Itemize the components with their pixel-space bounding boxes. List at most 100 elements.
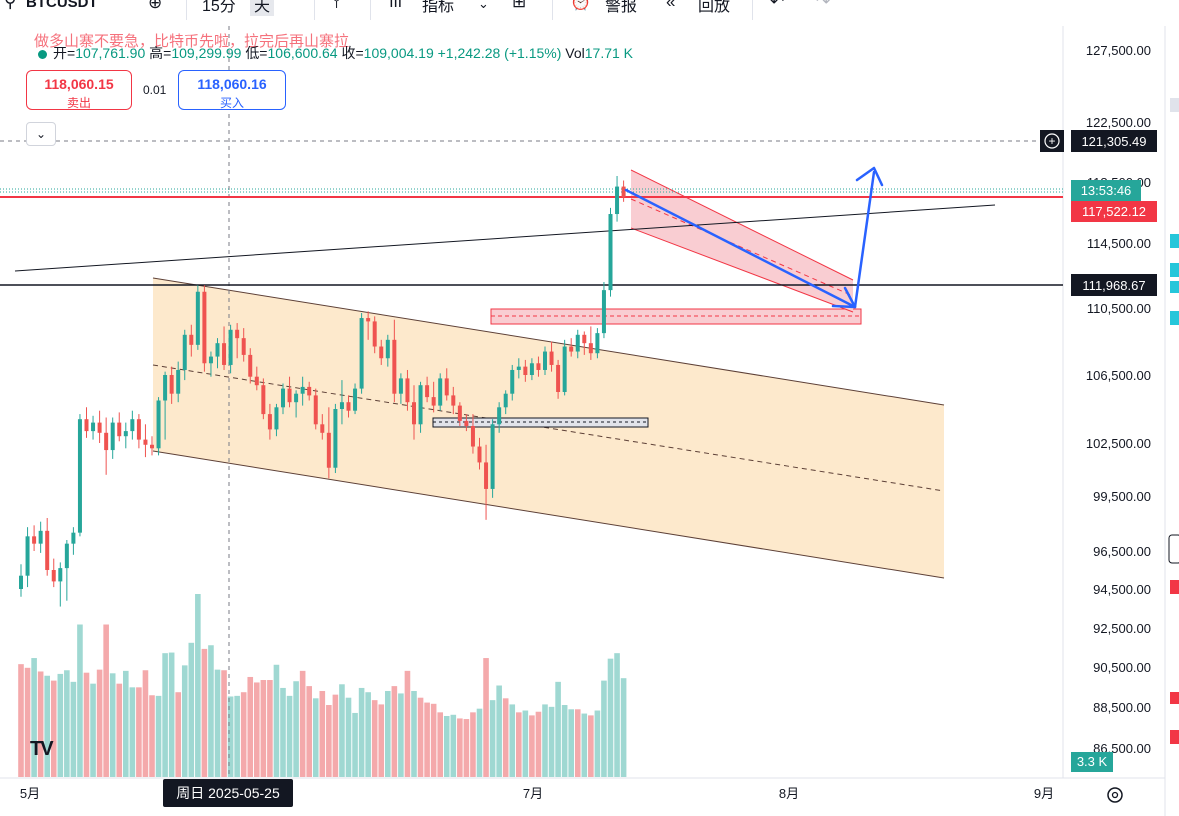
volume-bar — [44, 675, 50, 777]
time-axis[interactable]: 5月 7月 8月 9月 — [20, 786, 1054, 801]
volume-bar — [299, 670, 306, 777]
level-price-tag-bg — [1071, 274, 1157, 296]
volume-bar — [542, 704, 548, 777]
price-tick-label: 88,500.00 — [1093, 700, 1151, 715]
price-tick-label: 110,500.00 — [1087, 301, 1151, 316]
buy-price: 118,060.16 — [197, 76, 267, 92]
volume-bar — [208, 645, 214, 777]
volume-bar — [286, 695, 293, 777]
volume-bar — [483, 658, 489, 777]
chevron-down-icon[interactable]: ⌄ — [478, 0, 489, 11]
volume-bar — [404, 670, 411, 777]
volume-bar — [489, 700, 496, 777]
volume-bar — [358, 687, 365, 777]
price-tick-label: 122,500.00 — [1086, 115, 1151, 130]
volume-bar — [254, 682, 260, 777]
candle-body — [359, 318, 364, 389]
settings-gear-icon[interactable] — [1107, 787, 1123, 803]
volume-bar — [77, 624, 83, 777]
price-axis[interactable]: 127,500.00122,500.00118,500.00114,500.00… — [1086, 43, 1151, 756]
add-symbol-button[interactable]: ⊕ — [148, 0, 163, 12]
candle-body — [267, 414, 272, 430]
collapse-chevron-button[interactable]: ⌄ — [26, 122, 56, 146]
spread-value: 0.01 — [143, 83, 167, 97]
price-tick-label: 94,500.00 — [1093, 582, 1151, 597]
candle-body — [464, 420, 469, 426]
volume-bar — [214, 669, 221, 777]
candle-body — [189, 334, 194, 345]
price-tick-label: 92,500.00 — [1093, 621, 1151, 636]
volume-bar — [424, 702, 430, 777]
redo-icon[interactable]: ↷ — [816, 0, 831, 11]
volume-bar — [64, 670, 70, 777]
candle-body — [176, 369, 181, 394]
candles-icon[interactable]: ⫯ — [333, 0, 341, 11]
interval-15m-button[interactable]: 15分 — [202, 0, 236, 15]
candle-body — [307, 386, 312, 396]
replay-button[interactable]: 回放 — [698, 0, 731, 15]
side-scroll-handle[interactable] — [1168, 534, 1179, 564]
volume-bar — [496, 685, 502, 777]
candle-body — [235, 329, 240, 339]
volume-bar — [345, 697, 352, 777]
candle-body — [182, 334, 187, 370]
candle-body — [575, 334, 580, 352]
candle-body — [300, 386, 305, 394]
time-tick-label: 8月 — [779, 786, 799, 801]
sell-price: 118,060.15 — [44, 76, 114, 92]
tradingview-logo[interactable]: TV — [30, 738, 54, 760]
alert-button[interactable]: 警报 — [605, 0, 638, 15]
sell-button[interactable]: 118,060.15 卖出 — [26, 70, 132, 110]
volume-bar — [561, 705, 568, 777]
candle-body — [51, 570, 56, 582]
open-value: 107,761.90 — [75, 45, 146, 61]
market-status-icon — [38, 49, 47, 59]
high-value: 109,299.99 — [171, 45, 242, 61]
candle-body — [274, 407, 279, 430]
candle-body — [529, 363, 534, 375]
volume-bar — [614, 653, 620, 777]
volume-bar — [516, 712, 522, 777]
candle-body — [503, 393, 508, 408]
alert-icon[interactable]: ⏰ — [570, 0, 592, 11]
arrow-up-leg — [853, 170, 876, 309]
high-label: 高= — [149, 45, 172, 61]
candle-body — [45, 530, 50, 570]
volume-bar — [234, 695, 240, 777]
volume-bar — [411, 690, 417, 777]
bull-flag-upper — [630, 169, 854, 281]
candle-body — [398, 378, 403, 394]
candle-body — [536, 363, 541, 370]
crosshair-price-label: 121,305.49 — [1081, 134, 1146, 149]
volume-bar — [306, 686, 312, 777]
volume-bar — [522, 710, 529, 777]
candle-body — [32, 536, 37, 544]
side-marker — [1170, 730, 1179, 744]
candle-body — [104, 432, 109, 451]
volume-bar — [588, 715, 594, 777]
interval-day-button[interactable]: 天 — [250, 0, 275, 16]
buy-button[interactable]: 118,060.16 买入 — [178, 70, 286, 110]
symbol-label[interactable]: BTCUSDT — [26, 0, 98, 11]
toolbar-divider — [552, 0, 553, 20]
volume-bar — [168, 652, 175, 777]
grid-icon[interactable]: ⊞ — [512, 0, 527, 11]
indicators-button[interactable]: 指标 — [422, 0, 455, 15]
candle-body — [97, 422, 102, 433]
search-icon[interactable]: ⚲ — [4, 0, 17, 11]
top-toolbar: ⚲ BTCUSDT ⊕ 15分 天 ⫯ ılı 指标 ⌄ ⊞ ⏰ 警报 « 回放… — [0, 0, 1165, 27]
plus-circle-icon[interactable] — [1044, 133, 1060, 149]
indicators-icon[interactable]: ılı — [389, 0, 403, 11]
chevron-down-icon: ⌄ — [35, 127, 47, 141]
volume-bar — [103, 624, 109, 777]
replay-icon[interactable]: « — [666, 0, 676, 11]
price-chart[interactable]: 127,500.00122,500.00118,500.00114,500.00… — [0, 26, 1179, 816]
volume-bar — [162, 653, 168, 777]
volume-bar — [175, 692, 181, 777]
side-marker — [1170, 234, 1179, 248]
undo-icon[interactable]: ↶ — [770, 0, 785, 11]
volume-bar — [312, 698, 319, 777]
channel-upper-line — [152, 277, 945, 406]
change-value: +1,242.28 (+1.15%) — [437, 45, 562, 61]
candle-body — [281, 388, 285, 408]
